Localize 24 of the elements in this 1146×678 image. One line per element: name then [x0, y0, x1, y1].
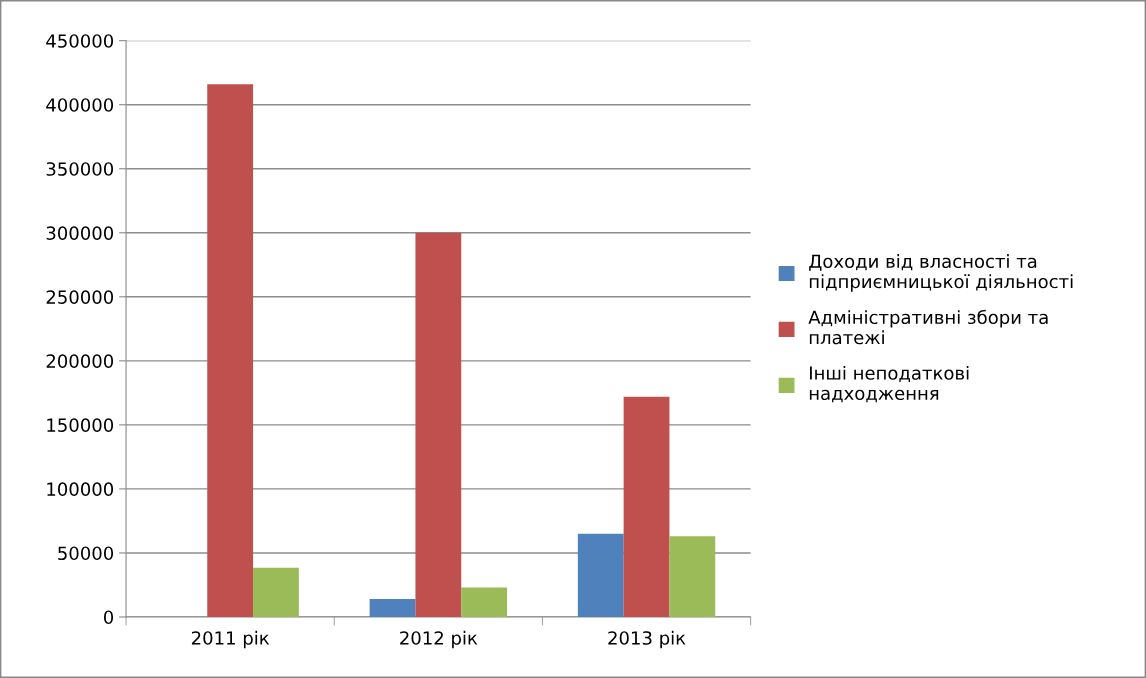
legend-label: Інші неподаткові надходження: [809, 365, 969, 403]
bar: [623, 396, 670, 617]
y-tick-label: 250000: [46, 290, 114, 304]
x-tick-label: 2013 рік: [608, 630, 686, 649]
y-tick-label: 200000: [46, 354, 114, 368]
bar: [577, 533, 624, 617]
bar: [461, 587, 508, 617]
legend-label: Адміністративні збори та платежі: [808, 309, 1048, 345]
bar: [253, 567, 299, 617]
bar: [369, 599, 416, 617]
legend-label: Доходи від власності та підприємницької діяльності: [809, 254, 1073, 292]
y-tick-label: 300000: [46, 226, 114, 240]
bar: [669, 536, 716, 617]
bar: [415, 232, 462, 617]
y-tick-label: 100000: [47, 482, 114, 497]
x-tick-label: 2012 рік: [400, 630, 478, 649]
y-tick-label: 0: [103, 610, 114, 625]
y-tick-label: 450000: [46, 34, 114, 48]
y-tick-label: 400000: [46, 98, 114, 112]
bar: [207, 84, 254, 617]
y-tick-label: 350000: [46, 162, 114, 176]
x-tick-label: 2011 рік: [191, 630, 270, 649]
y-tick-label: 150000: [47, 418, 114, 432]
y-tick-label: 50000: [58, 546, 114, 561]
